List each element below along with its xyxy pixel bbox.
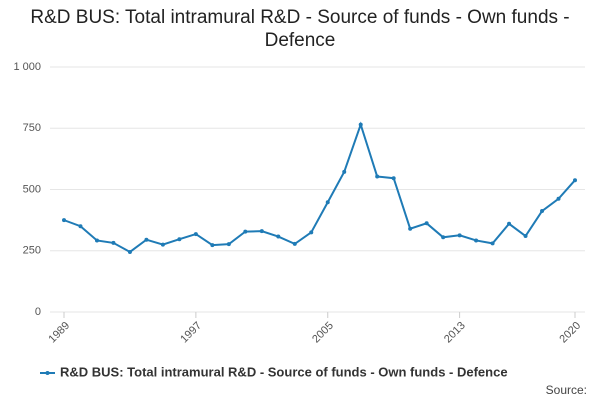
point [490,241,495,246]
y-tick-label: 1 000 [13,61,41,73]
point [160,242,165,247]
point [424,221,429,226]
x-tick-label: 2005 [310,320,336,346]
x-tick-label: 1989 [46,320,72,346]
point [276,234,281,239]
point [391,176,396,181]
point [94,238,99,243]
y-tick-label: 750 [23,122,41,134]
point [556,196,561,201]
point [408,226,413,231]
point [292,241,297,246]
point [523,234,528,239]
point [309,230,314,235]
y-tick-label: 250 [23,245,41,257]
point [358,122,363,127]
point [457,233,462,238]
x-tick-label: 1997 [178,320,204,346]
chart-title: R&D BUS: Total intramural R&D - Source o… [30,7,570,51]
line [63,121,576,254]
point [573,178,577,183]
point [111,240,116,245]
point [226,242,231,247]
point [474,238,479,243]
point [78,224,83,229]
point [144,237,149,242]
y-tick-label: 0 [35,306,41,318]
legend-label: R&D BUS: Total intramural R&D - Source o… [60,364,508,379]
point [441,235,446,240]
point [193,232,198,237]
point [540,209,545,214]
point [243,229,248,234]
point [127,249,132,254]
legend-marker [45,371,50,375]
point [210,243,215,248]
x-tick-label: 2013 [442,320,468,346]
source: Source: [546,383,587,397]
point [259,229,264,234]
y-tick-label: 500 [23,183,41,195]
point [62,218,66,223]
point [342,169,347,174]
point [375,174,380,179]
point [325,200,330,205]
x-tick-label: 2020 [557,320,583,346]
point [177,237,182,242]
point [507,221,512,226]
